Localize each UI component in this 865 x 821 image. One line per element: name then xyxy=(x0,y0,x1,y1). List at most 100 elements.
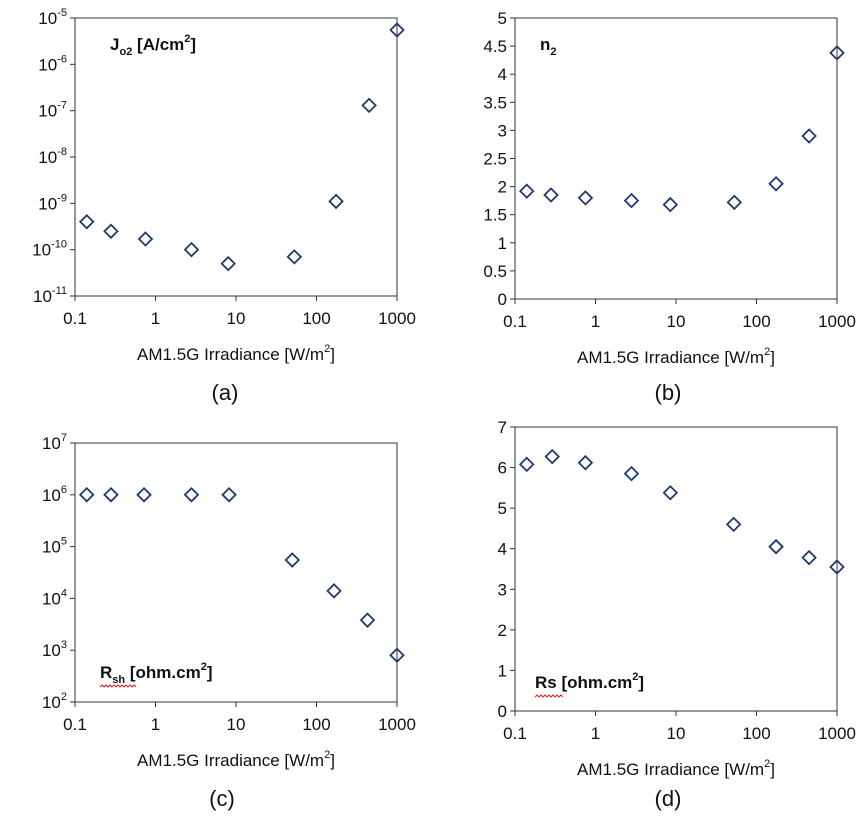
data-point xyxy=(829,559,845,575)
x-tick-label: 1000 xyxy=(818,312,856,331)
y-tick-label: 2 xyxy=(498,178,507,197)
x-tick-label: 1000 xyxy=(818,724,856,743)
data-point xyxy=(103,223,119,240)
panel-caption: (a) xyxy=(212,380,239,405)
y-tick-label: 10-11 xyxy=(33,285,67,306)
x-tick-label: 10 xyxy=(227,715,246,734)
data-point xyxy=(577,190,594,206)
y-tick-label: 0.5 xyxy=(483,262,507,281)
y-tick-label: 2.5 xyxy=(483,150,507,169)
x-tick-label: 1000 xyxy=(378,715,416,734)
y-tick-label: 0 xyxy=(498,702,507,721)
y-tick-label: 4 xyxy=(498,65,507,84)
y-tick-label: 3.5 xyxy=(483,93,507,112)
y-tick-label: 107 xyxy=(42,432,67,453)
y-tick-label: 10-6 xyxy=(38,53,67,74)
panel-title: n2 xyxy=(540,35,557,58)
plot-frame xyxy=(514,426,838,712)
y-tick-label: 105 xyxy=(42,536,67,557)
y-tick-label: 102 xyxy=(42,691,67,712)
y-tick-label: 104 xyxy=(42,587,67,608)
y-tick-label: 6 xyxy=(498,459,507,478)
data-point xyxy=(801,549,817,566)
data-point xyxy=(389,647,405,663)
data-point xyxy=(543,187,559,203)
y-tick-label: 10-5 xyxy=(38,7,67,28)
data-point xyxy=(768,538,784,555)
spellcheck-underline xyxy=(534,694,564,698)
x-tick-label: 0.1 xyxy=(63,309,87,328)
x-tick-label: 100 xyxy=(742,724,770,743)
x-tick-label: 0.1 xyxy=(503,724,527,743)
x-axis-label: AM1.5G Irradiance [W/m2] xyxy=(577,346,775,367)
x-tick-label: 0.1 xyxy=(503,312,527,331)
x-tick-label: 1 xyxy=(151,309,160,328)
chart-panel-b: 0.1 1 10 100 1000 0 0.5 1 1.5 2 2.5 3 3.5 4 4.5 5 n2 AM1.… xyxy=(483,9,856,405)
y-tick-label: 1 xyxy=(498,661,507,680)
x-tick-label: 1000 xyxy=(378,309,416,328)
data-point xyxy=(725,516,742,533)
data-point xyxy=(137,231,154,247)
data-point xyxy=(183,487,200,503)
data-point xyxy=(221,487,237,503)
y-tick-label: 10-9 xyxy=(38,192,67,213)
chart-panel-c: 0.1 1 10 100 1000 102 103 104 105 106 107 Rsh [ohm.… xyxy=(42,432,416,811)
data-point xyxy=(78,213,95,230)
x-tick-label: 1 xyxy=(591,312,600,331)
y-tick-label: 5 xyxy=(498,9,507,28)
y-tick-label: 0 xyxy=(498,290,507,309)
x-tick-label: 10 xyxy=(227,309,246,328)
data-point xyxy=(544,448,560,465)
x-tick-label: 100 xyxy=(302,309,330,328)
data-point xyxy=(768,176,784,192)
y-tick-label: 2 xyxy=(498,621,507,640)
data-point xyxy=(326,583,342,599)
y-tick-label: 10-7 xyxy=(38,100,67,121)
x-tick-label: 100 xyxy=(302,715,330,734)
y-tick-label: 4.5 xyxy=(483,37,507,56)
data-point xyxy=(623,465,640,482)
data-point xyxy=(220,255,236,272)
data-point xyxy=(183,241,200,258)
data-point xyxy=(284,552,301,568)
chart-panel-a: 0.1 1 10 100 1000 10-11 10-10 10-9 10-8 10-7 10-6 1… xyxy=(32,7,416,405)
x-tick-label: 100 xyxy=(742,312,770,331)
panel-caption: (c) xyxy=(209,786,235,811)
data-point xyxy=(518,456,535,473)
y-tick-label: 10-10 xyxy=(32,239,67,260)
y-tick-label: 3 xyxy=(498,121,507,140)
y-tick-label: 7 xyxy=(498,418,507,437)
plot-frame xyxy=(74,442,398,703)
y-tick-label: 103 xyxy=(42,639,67,660)
data-point xyxy=(361,97,377,114)
y-tick-label: 3 xyxy=(498,580,507,599)
x-tick-label: 1 xyxy=(591,724,600,743)
panel-title: Jo2 [A/cm2] xyxy=(110,33,196,58)
data-point xyxy=(662,196,679,213)
y-tick-label: 10-8 xyxy=(38,146,67,167)
data-point xyxy=(662,484,679,501)
data-point xyxy=(726,194,743,211)
x-axis-label: AM1.5G Irradiance [W/m2] xyxy=(577,758,775,779)
data-point xyxy=(623,192,640,209)
data-point xyxy=(829,45,845,61)
panel-title: Rs [ohm.cm2] xyxy=(535,671,644,692)
y-tick-label: 1.5 xyxy=(483,206,507,225)
data-point xyxy=(328,193,344,210)
data-point xyxy=(389,22,405,38)
x-axis-label: AM1.5G Irradiance [W/m2] xyxy=(137,749,335,770)
x-tick-label: 0.1 xyxy=(63,715,87,734)
y-tick-label: 106 xyxy=(42,484,67,505)
y-tick-label: 4 xyxy=(498,540,507,559)
x-tick-label: 1 xyxy=(151,715,160,734)
spellcheck-underline xyxy=(99,684,137,688)
data-point xyxy=(577,454,594,471)
y-tick-label: 1 xyxy=(498,234,507,253)
data-point xyxy=(136,487,152,503)
data-point xyxy=(801,128,817,144)
y-tick-label: 5 xyxy=(498,499,507,518)
data-point xyxy=(359,612,376,628)
data-point xyxy=(518,183,535,199)
plot-frame xyxy=(514,17,838,300)
